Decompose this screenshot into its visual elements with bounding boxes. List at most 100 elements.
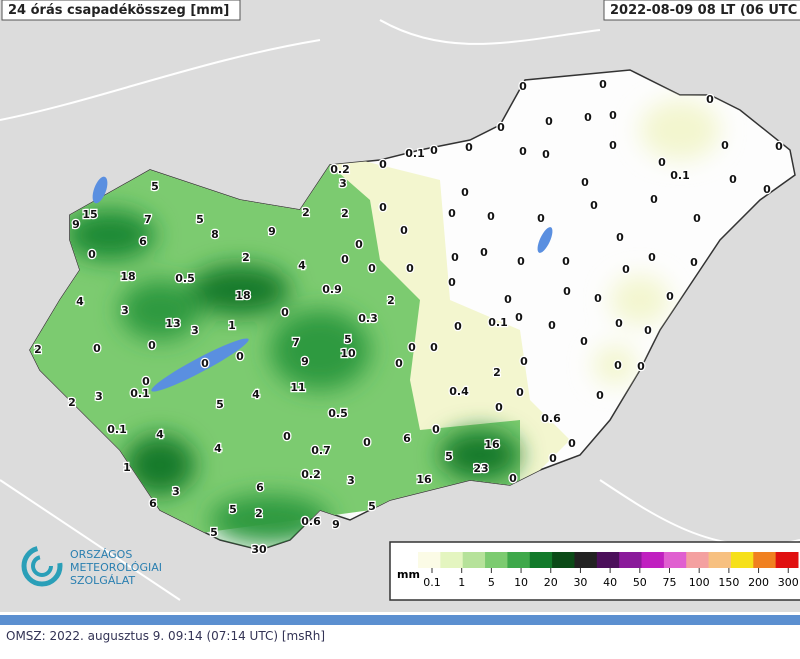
station-value: 0 <box>432 423 440 436</box>
station-value: 0 <box>706 93 714 106</box>
station-value: 23 <box>473 462 488 475</box>
station-value: 0 <box>637 360 645 373</box>
station-value: 3 <box>339 177 347 190</box>
station-value: 0 <box>408 341 416 354</box>
station-value: 0 <box>648 251 656 264</box>
legend-swatch <box>686 552 710 568</box>
station-value: 0.1 <box>670 169 690 182</box>
station-value: 13 <box>165 317 180 330</box>
station-value: 0 <box>596 389 604 402</box>
station-value: 0 <box>616 231 624 244</box>
station-value: 5 <box>229 503 237 516</box>
station-value: 0.4 <box>449 385 469 398</box>
station-value: 0 <box>406 262 414 275</box>
station-value: 0.5 <box>175 272 195 285</box>
station-value: 7 <box>292 336 300 349</box>
station-value: 15 <box>82 208 97 221</box>
footer-source: OMSZ: <box>6 629 46 643</box>
station-value: 0 <box>775 140 783 153</box>
station-value: 0 <box>516 386 524 399</box>
station-value: 0 <box>515 311 523 324</box>
station-value: 0.3 <box>358 312 378 325</box>
footer-date: 2022. augusztus 9. 09:14 (07:14 UTC) <box>49 629 279 643</box>
logo-text: METEOROLÓGIAI <box>70 561 162 574</box>
legend-tick-label: 150 <box>718 576 739 589</box>
station-value: 0.1 <box>107 423 127 436</box>
legend-tick-label: 100 <box>689 576 710 589</box>
station-value: 0 <box>548 319 556 332</box>
footer-tag: [msRh] <box>281 629 326 643</box>
legend-swatch <box>462 552 486 568</box>
station-value: 3 <box>191 324 199 337</box>
station-value: 0 <box>379 201 387 214</box>
station-value: 0 <box>509 472 517 485</box>
legend-swatch <box>753 552 777 568</box>
station-value: 0 <box>201 357 209 370</box>
station-value: 0 <box>400 224 408 237</box>
station-value: 4 <box>214 442 222 455</box>
station-value: 0 <box>430 144 438 157</box>
legend-tick-label: 0.1 <box>423 576 441 589</box>
station-value: 2 <box>341 207 349 220</box>
station-value: 0 <box>520 355 528 368</box>
legend-swatch <box>708 552 732 568</box>
station-value: 2 <box>34 343 42 356</box>
station-value: 0.1 <box>488 316 508 329</box>
station-value: 5 <box>368 500 376 513</box>
legend-tick-label: 40 <box>603 576 617 589</box>
legend-swatch <box>730 552 754 568</box>
station-value: 0 <box>545 115 553 128</box>
station-value: 0 <box>504 293 512 306</box>
station-value: 0.6 <box>301 515 321 528</box>
station-value: 16 <box>484 438 500 451</box>
legend-swatch <box>641 552 665 568</box>
station-value: 0.2 <box>301 468 321 481</box>
station-value: 2 <box>242 251 250 264</box>
station-value: 0 <box>658 156 666 169</box>
station-value: 0 <box>622 263 630 276</box>
station-value: 0 <box>666 290 674 303</box>
precip-field <box>30 100 720 550</box>
legend-unit: mm <box>397 568 420 581</box>
station-value: 9 <box>72 218 80 231</box>
station-value: 0 <box>341 253 349 266</box>
station-value: 0 <box>148 339 156 352</box>
station-value: 6 <box>256 481 264 494</box>
station-value: 0.5 <box>328 407 348 420</box>
station-value: 0 <box>542 148 550 161</box>
station-value: 0 <box>721 139 729 152</box>
legend-swatch <box>619 552 643 568</box>
station-value: 0.7 <box>311 444 331 457</box>
legend-tick-label: 50 <box>633 576 647 589</box>
legend-swatch <box>574 552 598 568</box>
title: 24 órás csapadékösszeg [mm] <box>8 3 229 18</box>
station-value: 5 <box>196 213 204 226</box>
station-value: 0.2 <box>330 163 350 176</box>
legend-tick-label: 75 <box>663 576 677 589</box>
station-value: 0 <box>693 212 701 225</box>
station-value: 0.6 <box>541 412 561 425</box>
station-value: 2 <box>387 294 395 307</box>
station-value: 5 <box>344 333 352 346</box>
station-value: 16 <box>416 473 432 486</box>
station-value: 0 <box>363 436 371 449</box>
station-value: 0 <box>379 158 387 171</box>
station-value: 0 <box>690 256 698 269</box>
station-value: 0 <box>281 306 289 319</box>
station-value: 3 <box>347 474 355 487</box>
station-value: 0.9 <box>322 283 342 296</box>
station-value: 0 <box>729 173 737 186</box>
station-value: 9 <box>268 225 276 238</box>
station-value: 11 <box>290 381 305 394</box>
station-value: 0 <box>614 359 622 372</box>
station-value: 0 <box>88 248 96 261</box>
borders <box>0 19 800 601</box>
logo-text: SZOLGÁLAT <box>70 574 135 587</box>
station-value: 0 <box>549 452 557 465</box>
legend-swatch <box>552 552 575 568</box>
legend-swatch <box>507 552 531 568</box>
station-value: 0 <box>599 78 607 91</box>
station-value: 0 <box>451 251 459 264</box>
